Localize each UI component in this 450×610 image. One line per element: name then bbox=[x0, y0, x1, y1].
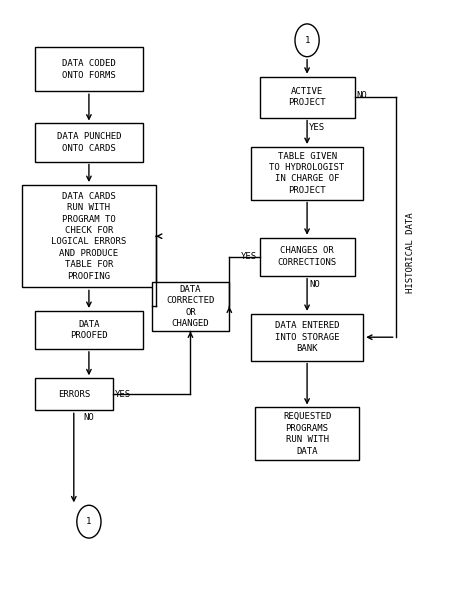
Text: DATA ENTERED
INTO STORAGE
BANK: DATA ENTERED INTO STORAGE BANK bbox=[275, 321, 339, 353]
Bar bbox=[260, 238, 355, 276]
Text: DATA
CORRECTED
OR
CHANGED: DATA CORRECTED OR CHANGED bbox=[166, 285, 215, 328]
Text: REQUESTED
PROGRAMS
RUN WITH
DATA: REQUESTED PROGRAMS RUN WITH DATA bbox=[283, 412, 331, 456]
Bar bbox=[35, 48, 143, 92]
Bar bbox=[35, 311, 143, 349]
Text: ERRORS: ERRORS bbox=[58, 390, 90, 399]
Text: 1: 1 bbox=[304, 36, 310, 45]
Bar bbox=[251, 147, 363, 199]
Bar bbox=[35, 378, 112, 411]
Text: NO: NO bbox=[84, 414, 94, 422]
Text: HISTORICAL DATA: HISTORICAL DATA bbox=[406, 212, 415, 293]
Text: YES: YES bbox=[309, 123, 325, 132]
Bar bbox=[35, 123, 143, 162]
Text: NO: NO bbox=[357, 91, 368, 100]
Text: YES: YES bbox=[241, 252, 257, 261]
Text: CHANGES OR
CORRECTIONS: CHANGES OR CORRECTIONS bbox=[278, 246, 337, 267]
Bar bbox=[251, 314, 363, 361]
Bar bbox=[260, 77, 355, 118]
Text: YES: YES bbox=[115, 390, 131, 398]
Text: TABLE GIVEN
TO HYDROLOGIST
IN CHARGE OF
PROJECT: TABLE GIVEN TO HYDROLOGIST IN CHARGE OF … bbox=[270, 151, 345, 195]
Text: DATA CARDS
RUN WITH
PROGRAM TO
CHECK FOR
LOGICAL ERRORS
AND PRODUCE
TABLE FOR
PR: DATA CARDS RUN WITH PROGRAM TO CHECK FOR… bbox=[51, 192, 126, 281]
Text: DATA PUNCHED
ONTO CARDS: DATA PUNCHED ONTO CARDS bbox=[57, 132, 121, 152]
Bar bbox=[22, 185, 156, 287]
Text: DATA
PROOFED: DATA PROOFED bbox=[70, 320, 108, 340]
Text: 1: 1 bbox=[86, 517, 92, 526]
Text: NO: NO bbox=[309, 280, 320, 289]
Text: DATA CODED
ONTO FORMS: DATA CODED ONTO FORMS bbox=[62, 59, 116, 79]
Bar bbox=[152, 282, 230, 331]
Text: ACTIVE
PROJECT: ACTIVE PROJECT bbox=[288, 87, 326, 107]
Bar bbox=[255, 407, 359, 460]
